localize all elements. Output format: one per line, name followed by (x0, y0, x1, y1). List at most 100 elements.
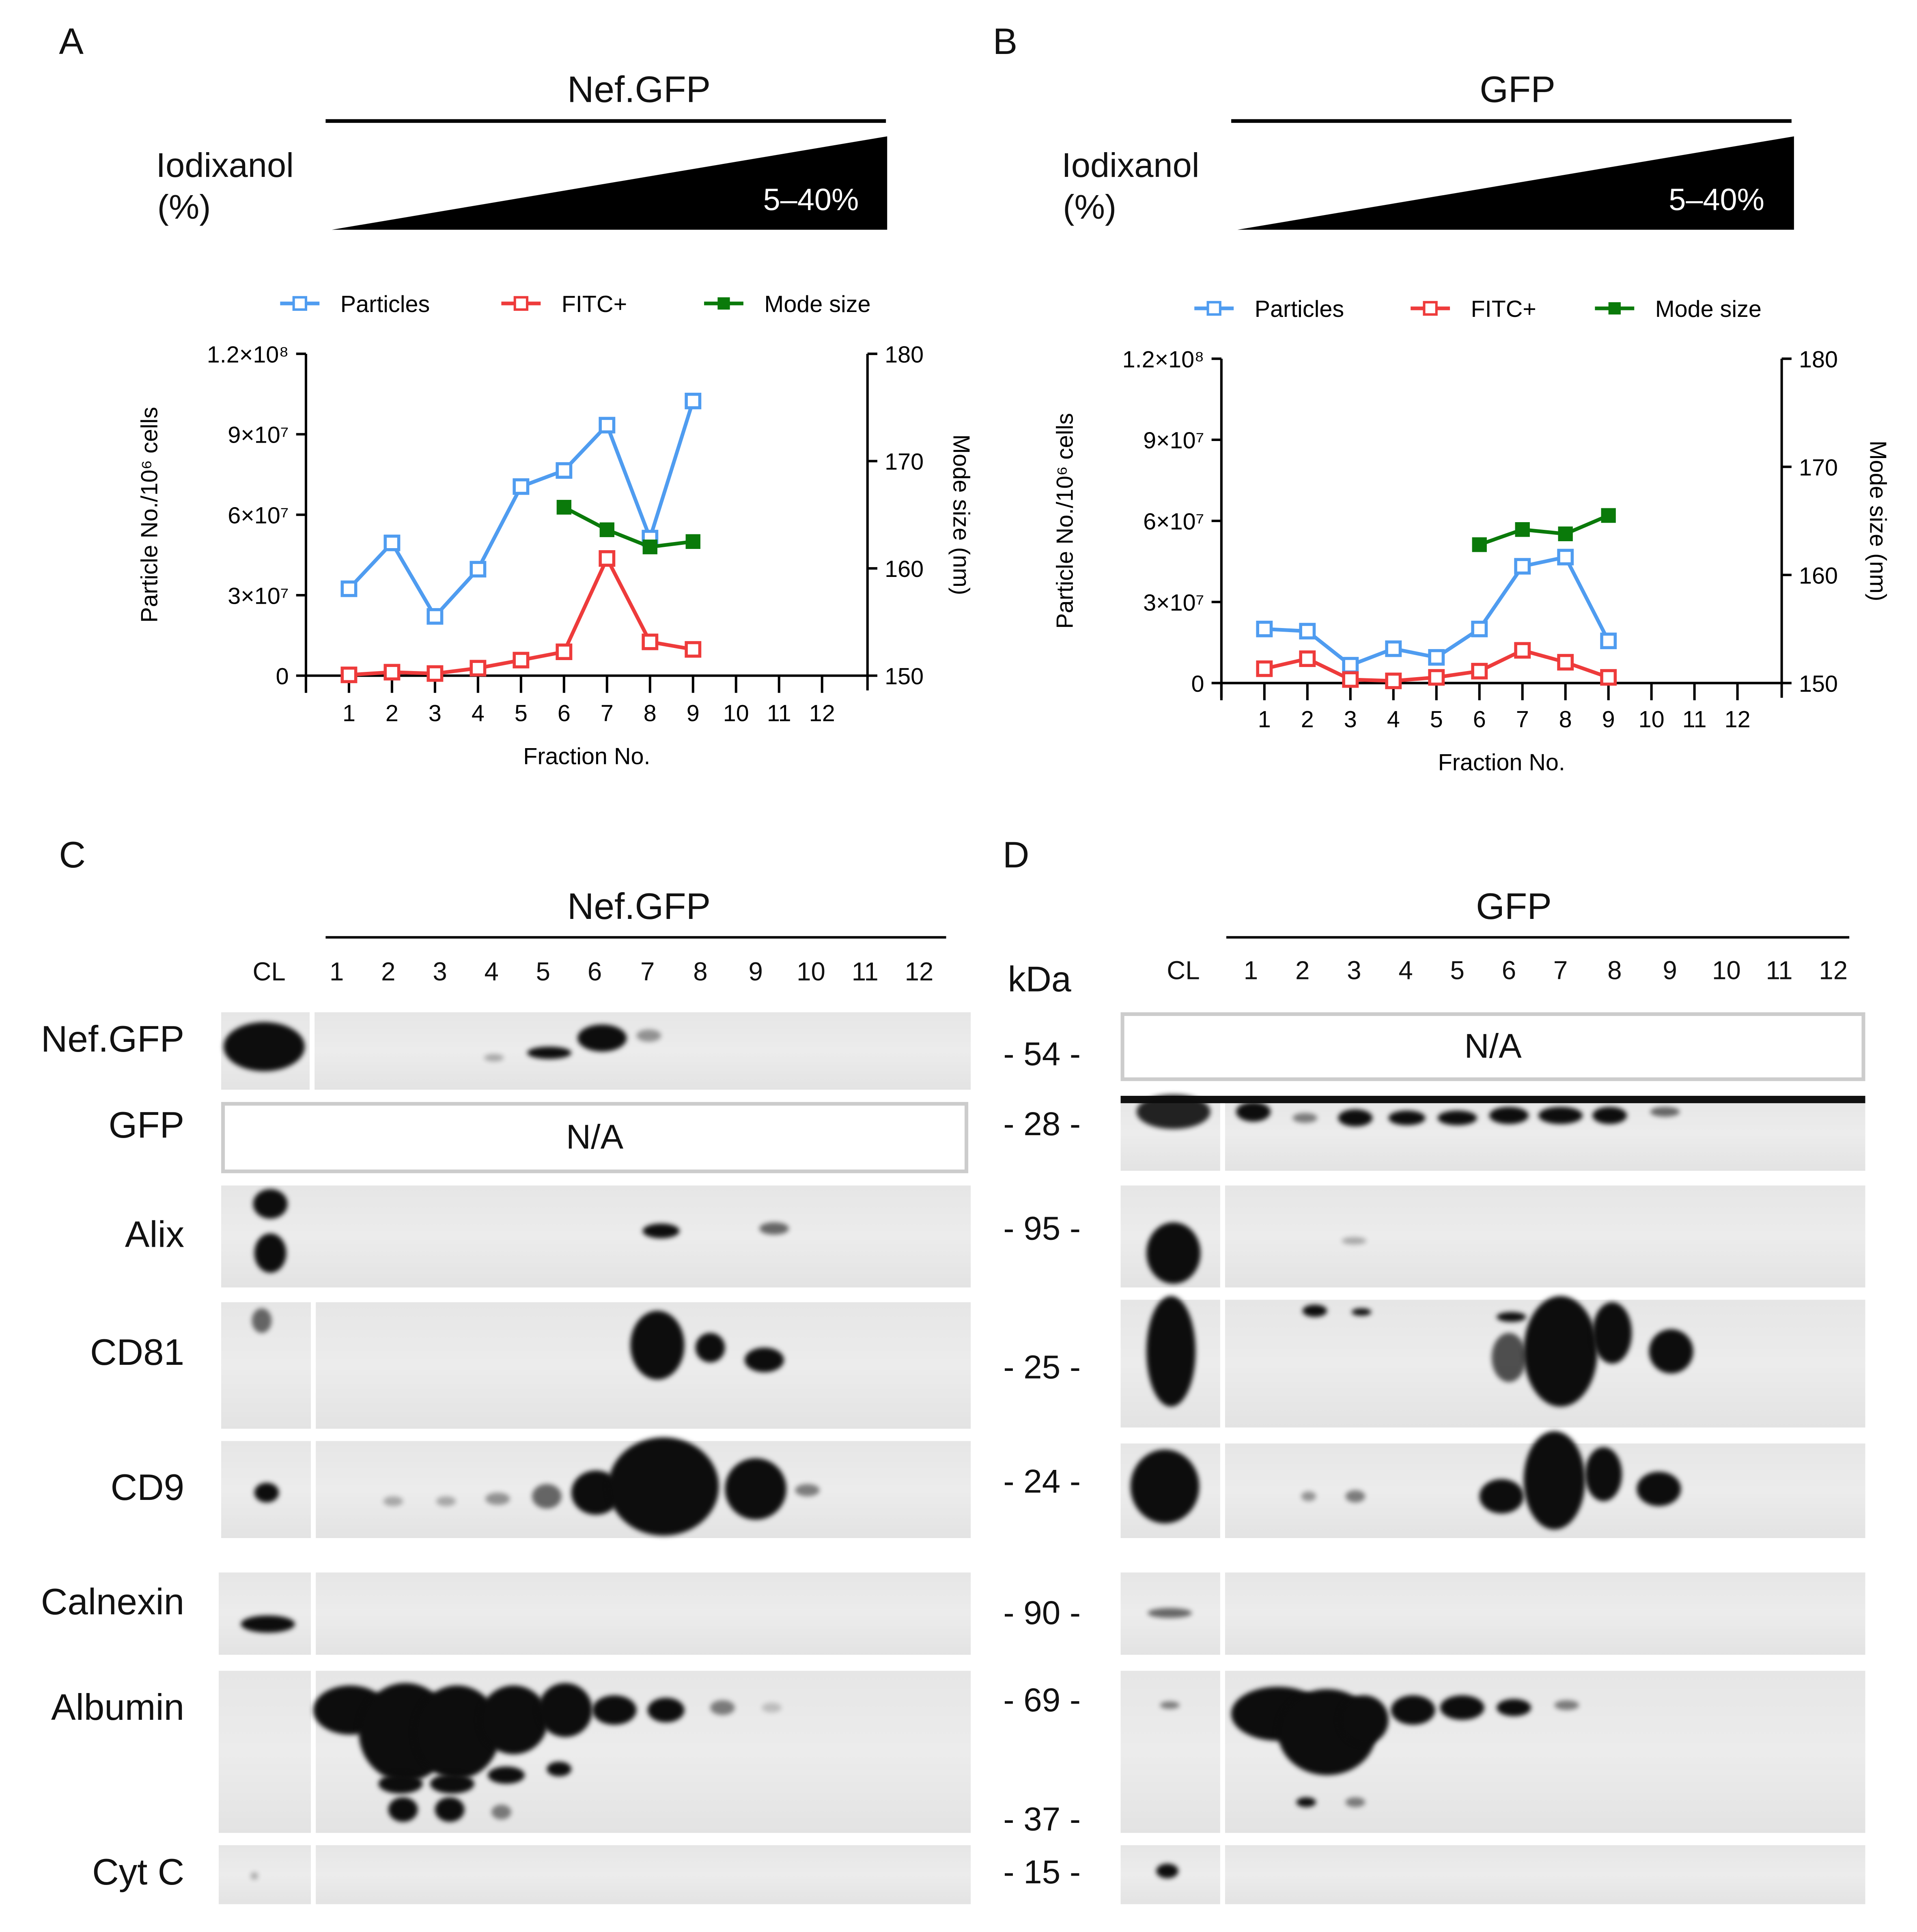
kda-marker: - 25 - (1003, 1349, 1081, 1386)
x-tick-label: 7 (601, 700, 614, 726)
data-point-fitc (1342, 671, 1359, 688)
lane-label-d: 10 (1712, 957, 1741, 985)
data-point-particles (1471, 620, 1488, 637)
lane-label-d: 1 (1243, 957, 1258, 985)
data-point-fitc (1471, 663, 1488, 680)
kda-header: kDa (1008, 960, 1071, 1000)
data-point-particles (1557, 549, 1574, 566)
lane-label-c: 5 (536, 958, 551, 987)
legend-label-particles: Particles (340, 291, 430, 317)
data-point-particles (383, 534, 401, 551)
x-tick-label: 3 (429, 700, 442, 726)
western-blot-band (250, 1872, 258, 1880)
x-tick-label: 1 (1258, 707, 1271, 733)
western-blot-band (1388, 1110, 1426, 1125)
western-blot-band (577, 1024, 627, 1052)
blot-c-nef-gfp-fractions (314, 1012, 971, 1090)
blot-row-label: Calnexin (41, 1582, 185, 1623)
legend-marker-mode-size (717, 297, 730, 310)
charts-layer: 5–40% 5–40% 03×10⁷6×10⁷9×10⁷1.2×10⁸15016… (137, 136, 1891, 776)
data-point-particles (470, 561, 487, 578)
western-blot-band (1592, 1107, 1627, 1124)
legend-marker-fitc (1423, 301, 1438, 316)
western-blot-band (547, 1762, 572, 1777)
western-blot-band (1391, 1695, 1435, 1725)
western-blot-band (1296, 1797, 1316, 1807)
blot-row-label: Alix (125, 1215, 185, 1256)
western-blot-band (241, 1615, 295, 1633)
western-blot-band (538, 1683, 592, 1737)
series-line-mode-size (563, 506, 694, 549)
blot-c-calnexin-cl (218, 1572, 311, 1655)
panel-b-gradient-label: 5–40% (1669, 183, 1764, 217)
x-tick-label: 6 (558, 700, 571, 726)
data-point-mode-size (556, 500, 572, 515)
western-blot-band (254, 1482, 279, 1503)
western-blot-band (1130, 1450, 1200, 1523)
data-point-particles (685, 392, 702, 409)
western-blot-band (725, 1458, 786, 1520)
panel-letter-d: D (1002, 835, 1030, 876)
panel-a-iodixanol-unit: (%) (157, 188, 211, 226)
x-tick-label: 5 (1430, 707, 1443, 733)
x-tick-label: 2 (386, 700, 398, 726)
y2-tick-label: 160 (885, 556, 924, 582)
western-blot-band (592, 1695, 637, 1725)
x-tick-label: 2 (1301, 707, 1314, 733)
western-blot-band (1538, 1107, 1583, 1124)
lane-label-c: 9 (748, 958, 763, 987)
data-point-particles (599, 417, 616, 434)
western-blot-band (1497, 1699, 1531, 1717)
y-tick-label: 0 (276, 664, 289, 690)
data-point-particles (1600, 633, 1617, 650)
legend-marker-fitc (513, 296, 529, 311)
western-blot-band (1146, 1222, 1201, 1284)
western-blot-band (642, 1223, 680, 1239)
data-point-fitc (556, 643, 573, 660)
x-tick-label: 3 (1344, 707, 1357, 733)
blot-row-label: Albumin (51, 1688, 185, 1729)
western-blot-band (1489, 1107, 1529, 1124)
blot-row-label: GFP (108, 1106, 185, 1147)
western-blot-band (608, 1437, 719, 1536)
lane-label-c: 7 (640, 958, 655, 987)
y-tick-label: 9×10⁷ (1143, 428, 1204, 454)
western-blot-band (1491, 1333, 1526, 1382)
western-blot-band (1342, 1237, 1367, 1245)
western-blot-band (1156, 1863, 1178, 1878)
western-blot-band (532, 1484, 562, 1509)
western-blot-band (253, 1189, 288, 1219)
blot-c-albumin-cl (218, 1671, 311, 1833)
kda-marker: - 69 - (1003, 1682, 1081, 1719)
western-blot-band (759, 1222, 789, 1235)
lane-label-c: 12 (905, 958, 934, 987)
lane-label-d: 12 (1819, 957, 1848, 985)
panel-a-gradient-wedge (332, 136, 887, 230)
western-blot-band (1437, 1110, 1477, 1125)
x-tick-label: 7 (1516, 707, 1529, 733)
data-point-fitc (1600, 669, 1617, 686)
panel-b-iodixanol-unit: (%) (1063, 188, 1117, 226)
lane-label-c: 1 (329, 958, 344, 987)
legend-label-mode-size: Mode size (1655, 296, 1762, 322)
blot-c-gfp-na-box: N/A (221, 1102, 969, 1173)
panel-a-title: Nef.GFP (567, 70, 711, 111)
lane-label-c: CL (252, 958, 286, 987)
western-blot-band (1338, 1109, 1373, 1127)
data-point-particles (513, 478, 530, 495)
data-point-fitc (685, 641, 702, 658)
x-tick-label: 11 (767, 700, 791, 726)
blot-d-calnexin-fractions (1225, 1572, 1865, 1655)
data-point-fitc (1256, 660, 1273, 677)
series-line-mode-size (1479, 514, 1609, 546)
x-tick-label: 10 (723, 700, 749, 726)
western-blot-band (430, 1774, 474, 1794)
legend-marker-particles (1206, 301, 1221, 316)
y2-tick-label: 170 (885, 449, 924, 475)
western-blot-band (1236, 1102, 1271, 1122)
legend-label-particles: Particles (1255, 296, 1344, 322)
data-point-particles (556, 462, 573, 479)
